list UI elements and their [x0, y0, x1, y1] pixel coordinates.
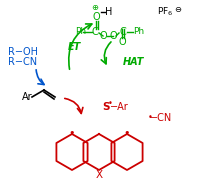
Text: O: O — [109, 31, 117, 41]
Text: O: O — [92, 12, 100, 22]
Text: R−CN: R−CN — [8, 57, 37, 67]
Text: C: C — [92, 27, 99, 37]
Text: Ph: Ph — [133, 28, 144, 36]
Text: ⊖: ⊖ — [174, 5, 181, 13]
Text: X: X — [95, 170, 103, 180]
Text: O: O — [118, 37, 126, 47]
Text: O: O — [99, 31, 107, 41]
Text: S: S — [102, 102, 109, 112]
Text: PF$_6$: PF$_6$ — [157, 6, 173, 18]
Text: R−OH: R−OH — [8, 47, 38, 57]
Text: −Ar: −Ar — [110, 102, 129, 112]
Text: ⊕: ⊕ — [91, 4, 98, 12]
Text: •: • — [148, 114, 153, 122]
Text: •: • — [69, 128, 75, 138]
Text: Ph: Ph — [75, 28, 86, 36]
Text: •: • — [124, 128, 130, 138]
Text: −CN: −CN — [150, 113, 172, 123]
Text: Ar: Ar — [22, 92, 33, 102]
Text: ET: ET — [68, 42, 81, 52]
Text: HAT: HAT — [123, 57, 144, 67]
Text: C: C — [119, 27, 126, 37]
Text: H: H — [105, 7, 112, 17]
Text: •: • — [108, 99, 113, 108]
